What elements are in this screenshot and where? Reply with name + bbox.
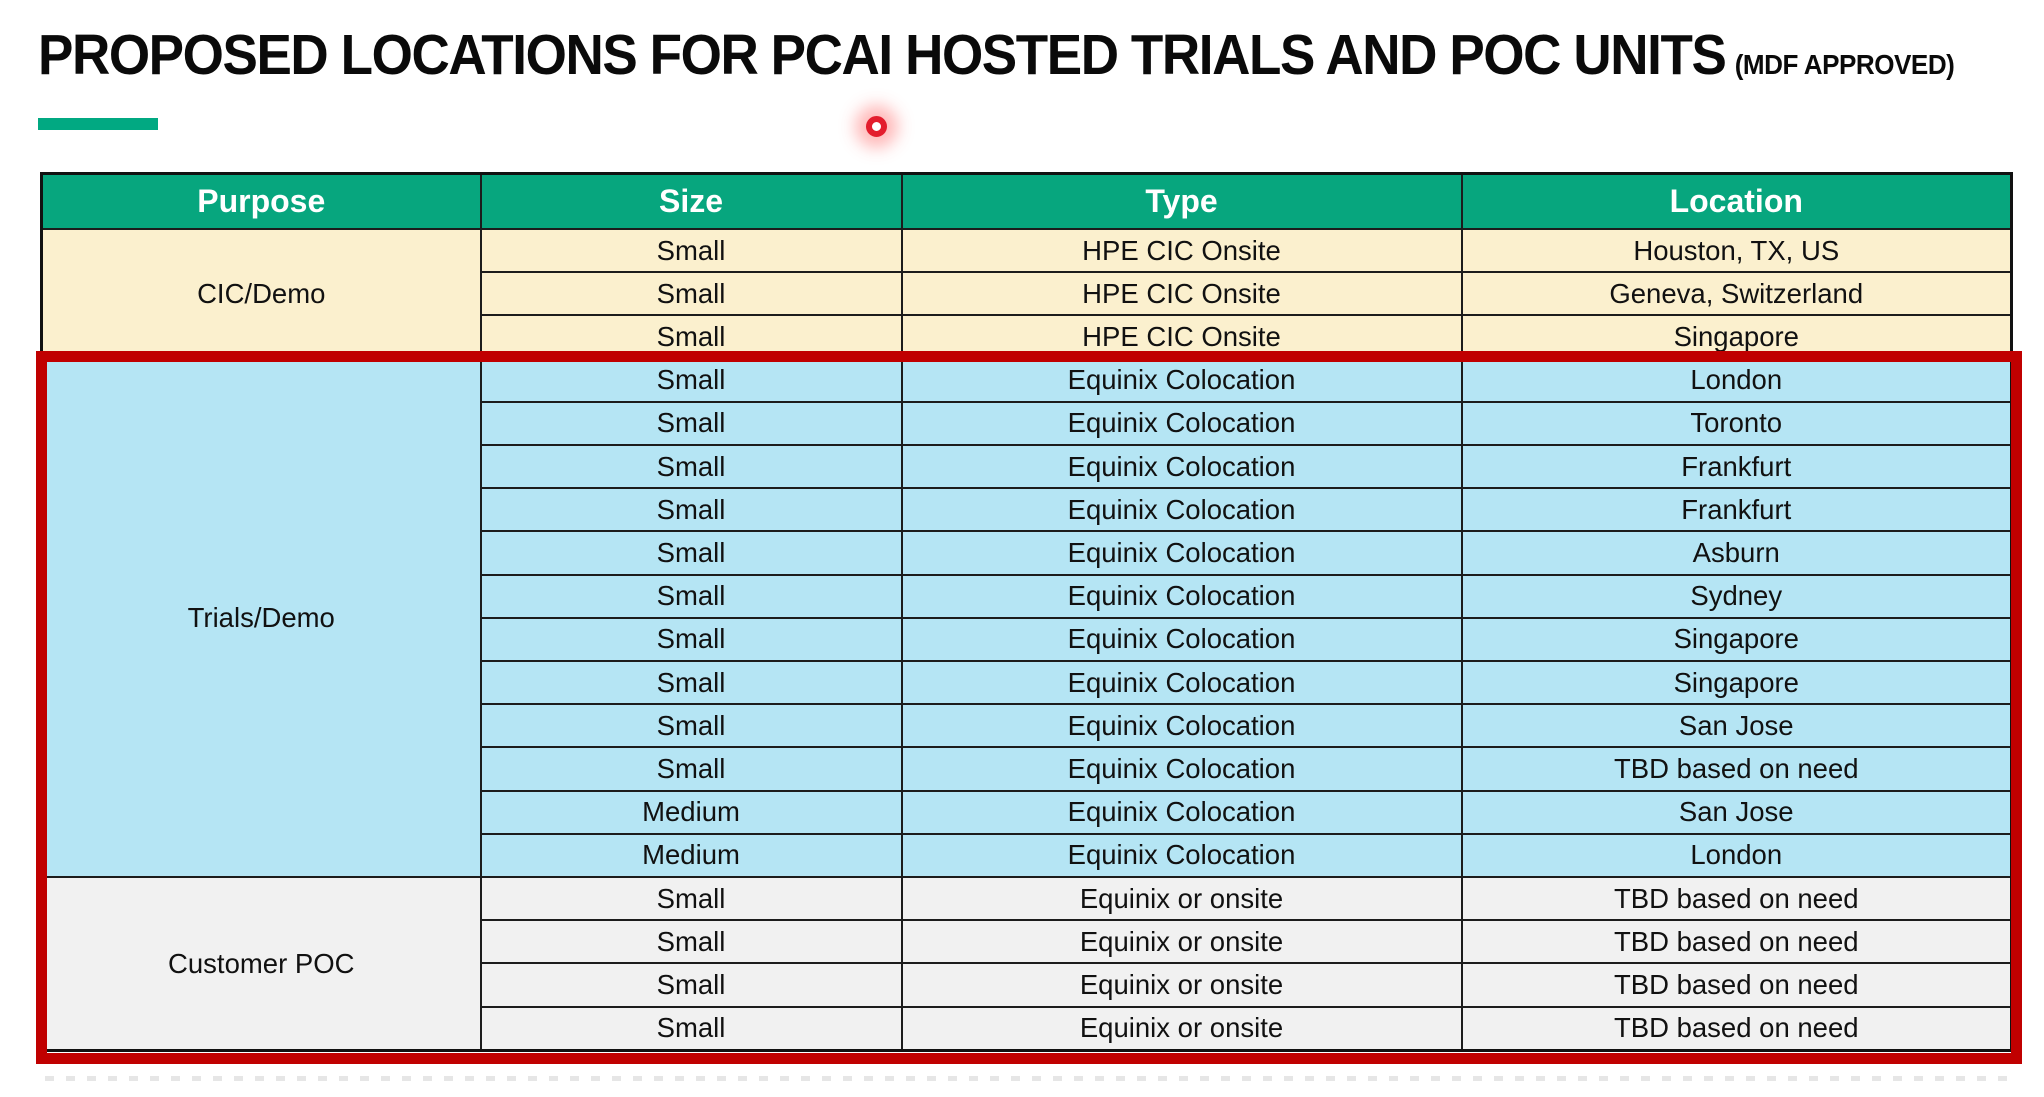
table-row: Small Equinix Colocation San Jose (42, 703, 2013, 749)
purpose-cell: Customer POC (40, 876, 482, 1052)
size-cell: Small (479, 660, 903, 706)
type-cell: Equinix Colocation (900, 400, 1463, 447)
table-row: CIC/Demo Small HPE CIC Onsite Houston, TX, … (40, 227, 2013, 360)
table-row: Medium Equinix Colocation San Jose (42, 789, 2013, 835)
location-cell: Singapore (1460, 660, 2013, 706)
location-cell: London (1460, 357, 2013, 403)
table-row: Medium Equinix Colocation London (42, 832, 2013, 879)
table-row: Small Equinix Colocation Sydney (42, 573, 2013, 619)
table-row: Small Equinix Colocation Toronto (42, 400, 2013, 447)
size-cell: Small (479, 271, 903, 317)
table-row: Small Equinix Colocation TBD based on need (42, 746, 2013, 792)
type-cell: Equinix Colocation (900, 832, 1463, 879)
size-cell: Small (479, 573, 903, 619)
table-row: Small Equinix or onsite TBD based on need (42, 962, 2013, 1008)
page-title-suffix: (MDF APPROVED) (1734, 49, 1955, 80)
type-cell: Equinix Colocation (900, 616, 1463, 663)
size-cell: Medium (479, 789, 903, 835)
table-row: Customer POC Small Equinix or onsite TBD ba… (40, 876, 2013, 1052)
location-cell: Houston, TX, US (1460, 227, 2013, 274)
table-header-row: Purpose Size Type Location (40, 172, 2013, 230)
location-cell: San Jose (1460, 703, 2013, 749)
size-cell: Small (479, 400, 903, 447)
location-cell: TBD based on need (1460, 962, 2013, 1008)
location-cell: TBD based on need (1460, 876, 2013, 922)
size-cell: Small (479, 616, 903, 663)
laser-pointer-dot (866, 116, 887, 137)
location-cell: Singapore (1460, 616, 2013, 663)
size-cell: Small (479, 314, 903, 360)
table-row: Small Equinix Colocation Asburn (42, 530, 2013, 576)
location-cell: Singapore (1460, 314, 2013, 360)
size-cell: Small (479, 746, 903, 792)
location-cell: Toronto (1460, 400, 2013, 447)
type-cell: Equinix Colocation (900, 660, 1463, 706)
title-accent-bar (38, 118, 158, 130)
type-cell: HPE CIC Onsite (900, 227, 1463, 274)
table-row: Small Equinix or onsite TBD based on need (42, 1005, 2013, 1052)
dotted-artifact-line (45, 1076, 2007, 1081)
type-cell: Equinix Colocation (900, 746, 1463, 792)
locations-table: Purpose Size Type Location CIC/Demo Small HPE… (40, 172, 2013, 1052)
location-cell: Geneva, Switzerland (1460, 271, 2013, 317)
table-row: Small HPE CIC Onsite Geneva, Switzerland (42, 271, 2013, 317)
location-cell: San Jose (1460, 789, 2013, 835)
column-header-type: Type (900, 172, 1463, 230)
size-cell: Small (479, 703, 903, 749)
type-cell: Equinix Colocation (900, 789, 1463, 835)
size-cell: Small (479, 357, 903, 403)
size-cell: Small (479, 876, 903, 922)
location-cell: London (1460, 832, 2013, 879)
type-cell: Equinix Colocation (900, 530, 1463, 576)
table-row: Small Equinix Colocation Frankfurt (42, 487, 2013, 533)
table-row: Small Equinix Colocation Frankfurt (42, 444, 2013, 490)
table-row: Small Equinix or onsite TBD based on need (42, 919, 2013, 965)
table-header: Purpose Size Type Location (40, 172, 2013, 230)
type-cell: Equinix or onsite (900, 1005, 1463, 1052)
purpose-cell: Trials/Demo (40, 357, 482, 879)
type-cell: HPE CIC Onsite (900, 271, 1463, 317)
table-row: Trials/Demo Small Equinix Colocation London (40, 357, 2013, 879)
size-cell: Small (479, 919, 903, 965)
page-title: PROPOSED LOCATIONS FOR PCAI HOSTED TRIAL… (38, 22, 1955, 88)
location-cell: TBD based on need (1460, 919, 2013, 965)
type-cell: Equinix Colocation (900, 357, 1463, 403)
size-cell: Small (479, 530, 903, 576)
location-cell: Frankfurt (1460, 444, 2013, 490)
location-cell: Frankfurt (1460, 487, 2013, 533)
type-cell: Equinix or onsite (900, 919, 1463, 965)
table-row: Small Equinix Colocation Singapore (42, 616, 2013, 663)
size-cell: Small (479, 1005, 903, 1052)
size-cell: Small (479, 227, 903, 274)
type-cell: HPE CIC Onsite (900, 314, 1463, 360)
type-cell: Equinix or onsite (900, 962, 1463, 1008)
purpose-cell: CIC/Demo (40, 228, 482, 360)
size-cell: Small (479, 962, 903, 1008)
type-cell: Equinix Colocation (900, 487, 1463, 533)
column-header-size: Size (479, 172, 903, 230)
size-cell: Medium (479, 832, 903, 879)
type-cell: Equinix or onsite (900, 876, 1463, 922)
table-row: Small Equinix Colocation Singapore (42, 660, 2013, 706)
type-cell: Equinix Colocation (900, 573, 1463, 619)
size-cell: Small (479, 444, 903, 490)
page-title-main: PROPOSED LOCATIONS FOR PCAI HOSTED TRIAL… (38, 23, 1727, 87)
column-header-purpose: Purpose (40, 172, 482, 230)
size-cell: Small (479, 487, 903, 533)
type-cell: Equinix Colocation (900, 444, 1463, 490)
type-cell: Equinix Colocation (900, 703, 1463, 749)
table-body: CIC/Demo Small HPE CIC Onsite Houston, TX, … (40, 227, 2013, 1052)
location-cell: TBD based on need (1460, 746, 2013, 792)
column-header-location: Location (1460, 172, 2013, 230)
location-cell: Asburn (1460, 530, 2013, 576)
location-cell: Sydney (1460, 573, 2013, 619)
location-cell: TBD based on need (1460, 1005, 2013, 1052)
